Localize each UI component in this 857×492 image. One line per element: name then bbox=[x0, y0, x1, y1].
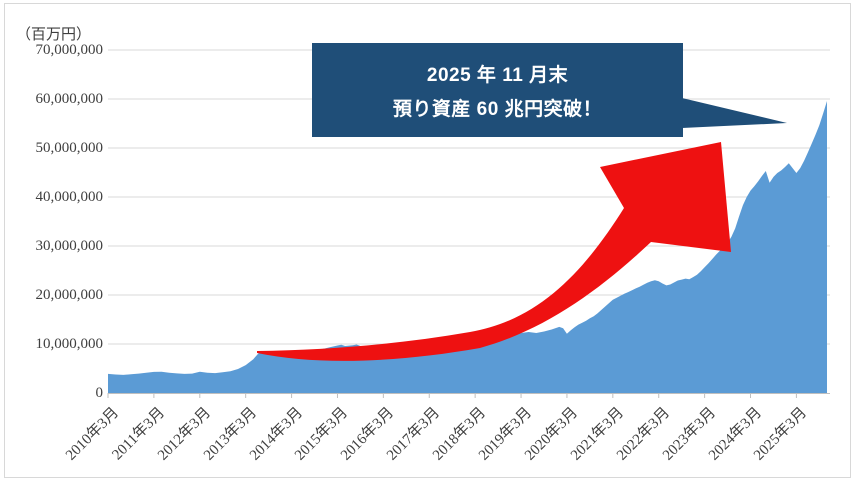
callout-pointer bbox=[682, 98, 787, 128]
figure-border bbox=[4, 3, 851, 478]
y-tick-label: 10,000,000 bbox=[35, 336, 104, 352]
y-axis-unit-label: （百万円） bbox=[16, 27, 92, 43]
y-tick-label: 40,000,000 bbox=[35, 189, 104, 205]
x-axis-ticks bbox=[107, 393, 797, 398]
y-tick-label: 60,000,000 bbox=[35, 91, 104, 107]
callout-line2: 預り資産 60 兆円突破！ bbox=[392, 98, 603, 120]
y-tick-label: 0 bbox=[95, 385, 104, 401]
growth-arrow-icon bbox=[257, 142, 731, 361]
area-series bbox=[108, 101, 827, 393]
y-tick-label: 50,000,000 bbox=[35, 140, 104, 156]
callout-box: 2025 年 11 月末 預り資産 60 兆円突破！ bbox=[312, 43, 683, 137]
y-tick-label: 20,000,000 bbox=[35, 287, 104, 303]
callout-line1: 2025 年 11 月末 bbox=[426, 64, 569, 86]
y-tick-label: 30,000,000 bbox=[35, 238, 104, 254]
y-tick-label: 70,000,000 bbox=[35, 42, 104, 58]
